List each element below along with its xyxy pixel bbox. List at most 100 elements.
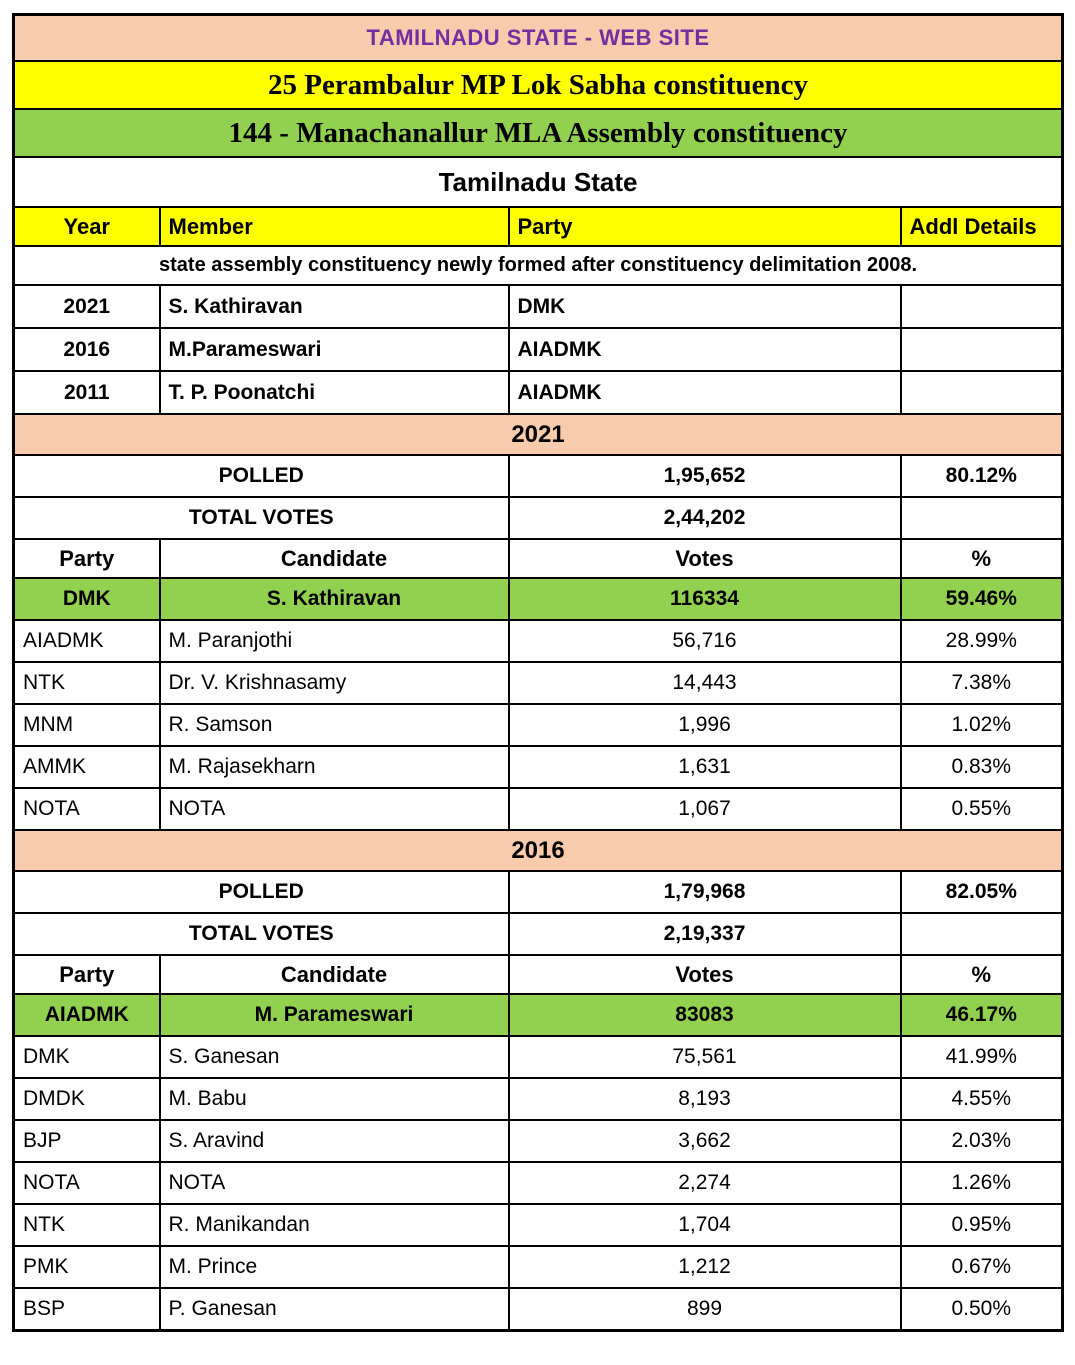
history-member: T. P. Poonatchi	[158, 370, 510, 415]
result-row: BSP P. Ganesan 899 0.50%	[12, 1287, 1064, 1332]
total-votes-value: 2,44,202	[507, 496, 902, 540]
result-row: DMDK M. Babu 8,193 4.55%	[12, 1077, 1064, 1121]
winner-votes: 83083	[507, 993, 902, 1037]
history-header-addl: Addl Details	[899, 206, 1064, 247]
results-header-party: Party	[12, 954, 161, 995]
winner-party: AIADMK	[12, 993, 161, 1037]
polled-row-2016: POLLED 1,79,968 82.05%	[12, 870, 1064, 914]
result-party: MNM	[12, 703, 161, 747]
history-addl	[899, 370, 1064, 415]
state-title: Tamilnadu State	[12, 156, 1064, 208]
election-year-label: 2021	[12, 413, 1064, 456]
history-year: 2011	[12, 370, 161, 415]
result-row: NOTA NOTA 2,274 1.26%	[12, 1161, 1064, 1205]
result-candidate: M. Babu	[158, 1077, 510, 1121]
election-2016-section-header: 2016	[12, 829, 1064, 872]
result-votes: 1,704	[507, 1203, 902, 1247]
result-row: DMK S. Ganesan 75,561 41.99%	[12, 1035, 1064, 1079]
result-pct: 41.99%	[899, 1035, 1064, 1079]
results-header-candidate: Candidate	[158, 538, 510, 579]
history-party: AIADMK	[507, 370, 902, 415]
result-pct: 4.55%	[899, 1077, 1064, 1121]
result-row: NTK Dr. V. Krishnasamy 14,443 7.38%	[12, 661, 1064, 705]
polled-row-2021: POLLED 1,95,652 80.12%	[12, 454, 1064, 498]
history-row: 2016 M.Parameswari AIADMK	[12, 327, 1064, 372]
winner-row-2021: DMK S. Kathiravan 116334 59.46%	[12, 577, 1064, 621]
result-pct: 7.38%	[899, 661, 1064, 705]
history-header-party: Party	[507, 206, 902, 247]
history-row: 2021 S. Kathiravan DMK	[12, 284, 1064, 329]
result-candidate: R. Samson	[158, 703, 510, 747]
history-header-row: Year Member Party Addl Details	[12, 206, 1064, 247]
result-votes: 56,716	[507, 619, 902, 663]
result-votes: 3,662	[507, 1119, 902, 1163]
result-candidate: NOTA	[158, 787, 510, 831]
delimitation-note-row: state assembly constituency newly formed…	[12, 245, 1064, 286]
polled-label: POLLED	[12, 870, 510, 914]
result-pct: 2.03%	[899, 1119, 1064, 1163]
polled-label: POLLED	[12, 454, 510, 498]
result-pct: 1.02%	[899, 703, 1064, 747]
result-pct: 1.26%	[899, 1161, 1064, 1205]
result-votes: 1,212	[507, 1245, 902, 1289]
result-party: PMK	[12, 1245, 161, 1289]
result-party: NTK	[12, 1203, 161, 1247]
result-party: BJP	[12, 1119, 161, 1163]
result-row: AIADMK M. Paranjothi 56,716 28.99%	[12, 619, 1064, 663]
winner-row-2016: AIADMK M. Parameswari 83083 46.17%	[12, 993, 1064, 1037]
result-party: AMMK	[12, 745, 161, 789]
results-header-pct: %	[899, 538, 1064, 579]
result-votes: 1,996	[507, 703, 902, 747]
winner-pct: 59.46%	[899, 577, 1064, 621]
result-votes: 899	[507, 1287, 902, 1332]
result-party: NTK	[12, 661, 161, 705]
result-candidate: Dr. V. Krishnasamy	[158, 661, 510, 705]
history-member: S. Kathiravan	[158, 284, 510, 329]
result-candidate: NOTA	[158, 1161, 510, 1205]
result-candidate: M. Prince	[158, 1245, 510, 1289]
result-pct: 28.99%	[899, 619, 1064, 663]
result-row: PMK M. Prince 1,212 0.67%	[12, 1245, 1064, 1289]
history-header-year: Year	[12, 206, 161, 247]
result-pct: 0.55%	[899, 787, 1064, 831]
state-title-row: Tamilnadu State	[12, 156, 1064, 208]
polled-value: 1,95,652	[507, 454, 902, 498]
result-candidate: S. Aravind	[158, 1119, 510, 1163]
history-header-member: Member	[158, 206, 510, 247]
result-pct: 0.67%	[899, 1245, 1064, 1289]
results-header-pct: %	[899, 954, 1064, 995]
result-party: DMK	[12, 1035, 161, 1079]
total-votes-pct	[899, 912, 1064, 956]
result-votes: 1,067	[507, 787, 902, 831]
result-candidate: R. Manikandan	[158, 1203, 510, 1247]
result-row: NOTA NOTA 1,067 0.55%	[12, 787, 1064, 831]
total-votes-pct	[899, 496, 1064, 540]
result-pct: 0.95%	[899, 1203, 1064, 1247]
site-title-row: TAMILNADU STATE - WEB SITE	[12, 13, 1064, 62]
result-party: BSP	[12, 1287, 161, 1332]
results-header-votes: Votes	[507, 538, 902, 579]
history-addl	[899, 284, 1064, 329]
result-votes: 8,193	[507, 1077, 902, 1121]
result-candidate: M. Rajasekharn	[158, 745, 510, 789]
total-votes-label: TOTAL VOTES	[12, 912, 510, 956]
site-title: TAMILNADU STATE - WEB SITE	[12, 13, 1064, 62]
result-pct: 0.83%	[899, 745, 1064, 789]
result-row: NTK R. Manikandan 1,704 0.95%	[12, 1203, 1064, 1247]
results-header-row-2016: Party Candidate Votes %	[12, 954, 1064, 995]
result-votes: 2,274	[507, 1161, 902, 1205]
total-votes-label: TOTAL VOTES	[12, 496, 510, 540]
result-votes: 14,443	[507, 661, 902, 705]
history-row: 2011 T. P. Poonatchi AIADMK	[12, 370, 1064, 415]
lok-sabha-title-row: 25 Perambalur MP Lok Sabha constituency	[12, 60, 1064, 110]
lok-sabha-title: 25 Perambalur MP Lok Sabha constituency	[12, 60, 1064, 110]
history-year: 2016	[12, 327, 161, 372]
assembly-title-row: 144 - Manachanallur MLA Assembly constit…	[12, 108, 1064, 158]
results-header-votes: Votes	[507, 954, 902, 995]
result-row: BJP S. Aravind 3,662 2.03%	[12, 1119, 1064, 1163]
result-votes: 75,561	[507, 1035, 902, 1079]
winner-party: DMK	[12, 577, 161, 621]
result-pct: 0.50%	[899, 1287, 1064, 1332]
winner-candidate: M. Parameswari	[158, 993, 510, 1037]
result-party: NOTA	[12, 1161, 161, 1205]
